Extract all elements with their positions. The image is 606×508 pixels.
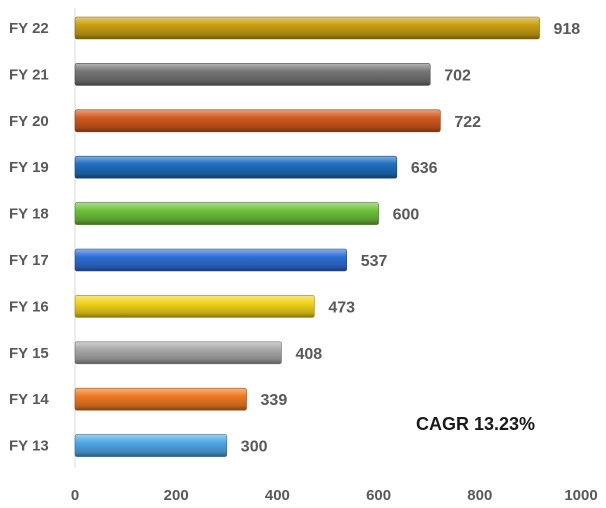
bar-fy-19 xyxy=(74,155,398,179)
category-label-fy-18: FY 18 xyxy=(9,206,49,223)
cagr-annotation: CAGR 13.23% xyxy=(416,414,536,434)
bar-fy-14 xyxy=(74,387,247,411)
bar-fy-20 xyxy=(74,109,441,133)
x-tick-label-1000: 1000 xyxy=(564,487,597,504)
category-label-fy-21: FY 21 xyxy=(9,66,49,83)
bar-fy-21 xyxy=(74,63,431,86)
value-label-fy-21: 702 xyxy=(444,67,471,84)
value-label-fy-20: 722 xyxy=(454,114,481,131)
bar-fy-15 xyxy=(74,341,282,365)
category-label-fy-20: FY 20 xyxy=(9,113,49,130)
value-label-fy-18: 600 xyxy=(393,207,420,224)
category-label-fy-15: FY 15 xyxy=(9,345,49,362)
x-axis-tick-labels: 0 200 400 600 800 1000 xyxy=(71,487,598,504)
x-tick-label-600: 600 xyxy=(366,487,391,504)
category-labels: FY 22 FY 21 FY 20 FY 19 FY 18 FY 17 FY 16 FY 15… xyxy=(9,20,49,455)
category-label-fy-17: FY 17 xyxy=(9,252,49,269)
bar-fy-22 xyxy=(74,16,540,40)
category-label-fy-16: FY 16 xyxy=(9,298,49,315)
category-label-fy-22: FY 22 xyxy=(9,20,49,37)
value-label-fy-17: 537 xyxy=(361,253,388,270)
bar-fy-16 xyxy=(74,295,315,318)
bar-fy-17 xyxy=(74,248,348,272)
value-label-fy-14: 339 xyxy=(261,392,288,409)
bar-fy-13 xyxy=(74,434,228,457)
bar-fy-18 xyxy=(74,202,379,225)
x-tick-label-800: 800 xyxy=(467,487,492,504)
bars-group xyxy=(74,16,540,457)
x-tick-label-200: 200 xyxy=(164,487,189,504)
category-label-fy-19: FY 19 xyxy=(9,159,49,176)
value-label-fy-19: 636 xyxy=(411,160,438,177)
value-label-fy-16: 473 xyxy=(328,299,355,316)
value-labels: 918 702 722 636 600 537 473 408 339 300 xyxy=(241,21,581,456)
value-label-fy-15: 408 xyxy=(295,346,322,363)
x-tick-label-0: 0 xyxy=(71,487,79,504)
category-label-fy-14: FY 14 xyxy=(9,391,49,408)
value-label-fy-22: 918 xyxy=(554,21,581,38)
x-tick-label-400: 400 xyxy=(265,487,290,504)
value-label-fy-13: 300 xyxy=(241,439,268,456)
category-label-fy-13: FY 13 xyxy=(9,438,49,455)
